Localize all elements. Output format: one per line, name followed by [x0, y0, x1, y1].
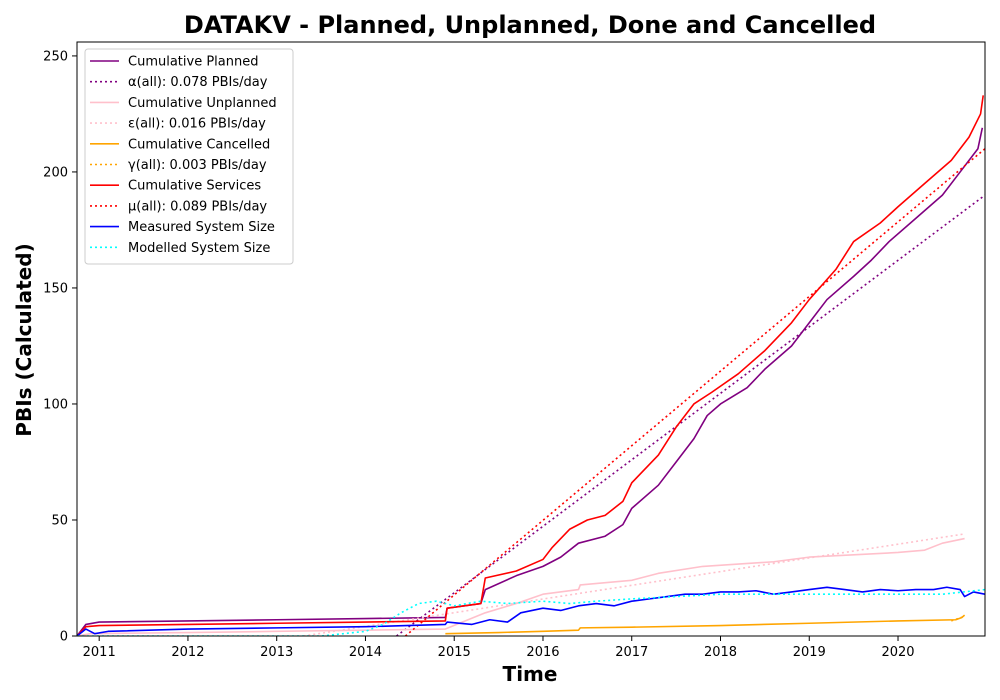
legend-label: ε(all): 0.016 PBIs/day	[128, 117, 266, 132]
x-tick-label: 2012	[171, 645, 204, 660]
series-line-8	[77, 586, 985, 636]
legend-label: Cumulative Planned	[128, 55, 258, 70]
series-line-5	[951, 615, 965, 622]
legend-box	[84, 48, 294, 265]
x-tick-label: 2016	[526, 645, 559, 660]
series-line-6	[77, 95, 985, 636]
y-tick-label: 250	[43, 49, 68, 64]
legend: Cumulative Planned α(all): 0.078 PBIs/day…	[84, 48, 294, 265]
series-lines	[77, 95, 985, 636]
series-line-2	[77, 537, 965, 636]
y-tick-label: 150	[43, 281, 68, 296]
x-axis-label: Time	[503, 662, 558, 686]
chart-title: DATAKV - Planned, Unplanned, Done and Ca…	[184, 11, 876, 39]
plot-frame	[76, 41, 986, 637]
x-tick-label: 2019	[793, 645, 826, 660]
y-tick-label: 0	[60, 630, 68, 645]
legend-label: Measured System Size	[128, 220, 275, 235]
series-line-3	[303, 533, 965, 636]
legend-label: γ(all): 0.003 PBIs/day	[128, 158, 267, 173]
plot-area	[76, 41, 986, 637]
x-tick-label: 2017	[615, 645, 648, 660]
y-tick-label: 50	[51, 513, 68, 528]
y-tick-label: 200	[43, 165, 68, 180]
x-tick-label: 2020	[881, 645, 914, 660]
y-axis-label: PBIs (Calculated)	[12, 243, 36, 436]
series-line-7	[404, 148, 985, 636]
legend-label: Cumulative Unplanned	[128, 96, 277, 111]
legend-label: Cumulative Cancelled	[128, 137, 270, 152]
series-line-1	[396, 194, 985, 636]
legend-label: Cumulative Services	[128, 179, 261, 194]
x-tick-label: 2015	[438, 645, 471, 660]
x-tick-label: 2013	[260, 645, 293, 660]
series-line-4	[445, 614, 966, 635]
x-tick-label: 2014	[349, 645, 382, 660]
x-tick-label: 2011	[83, 645, 116, 660]
axis-ticks: 2011 2012 2013 2014 2015 2016 2017 2018 2019 2020…	[43, 49, 914, 660]
legend-label: μ(all): 0.089 PBIs/day	[128, 199, 267, 214]
legend-label: Modelled System Size	[128, 241, 270, 256]
y-tick-label: 100	[43, 397, 68, 412]
x-tick-label: 2018	[704, 645, 737, 660]
legend-label: α(all): 0.078 PBIs/day	[128, 75, 268, 90]
